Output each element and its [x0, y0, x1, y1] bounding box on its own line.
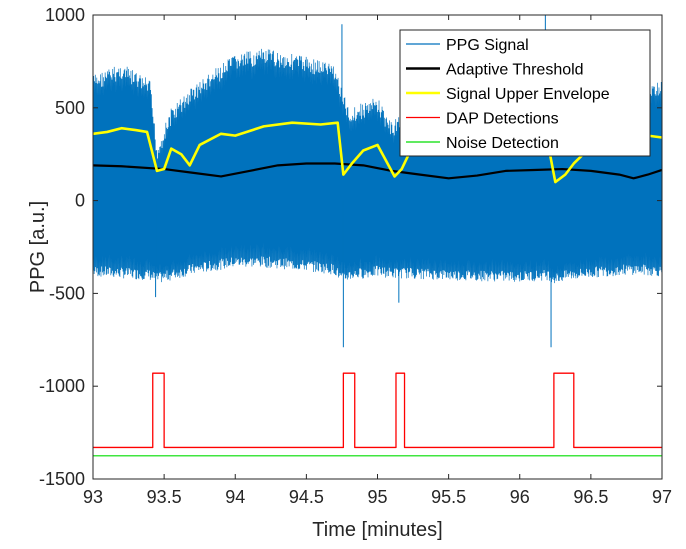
- series-upper-envelope-line: [92, 121, 663, 184]
- x-tick-label: 96.5: [573, 487, 608, 507]
- plot-area: [92, 15, 663, 457]
- legend-label: DAP Detections: [446, 111, 559, 128]
- x-tick-label: 93.5: [147, 487, 182, 507]
- x-axis-label: Time [minutes]: [312, 519, 442, 541]
- y-tick-label: 500: [55, 98, 85, 118]
- y-tick-label: 1000: [45, 5, 85, 25]
- legend-box: [399, 29, 651, 157]
- y-tick-label: -500: [49, 283, 85, 303]
- x-tick-label: 94: [225, 487, 245, 507]
- y-tick-label: 0: [75, 191, 85, 211]
- y-tick-label: -1500: [39, 469, 85, 489]
- legend-items: PPG Signal Adaptive Threshold Signal Upper…: [406, 37, 610, 152]
- x-tick-label: 95: [367, 487, 387, 507]
- x-tick-label: 97: [652, 487, 672, 507]
- series-dap-detections-line: [93, 372, 662, 449]
- legend-label: Noise Detection: [446, 135, 559, 152]
- y-axis-label: PPG [a.u.]: [27, 201, 49, 293]
- legend-label: Signal Upper Envelope: [446, 86, 610, 103]
- y-tick-label: -1000: [39, 376, 85, 396]
- x-tick-label: 96: [510, 487, 530, 507]
- legend-label: PPG Signal: [446, 37, 529, 54]
- series-adaptive-threshold-line: [92, 162, 663, 180]
- x-tick-label: 93: [83, 487, 103, 507]
- ticks-layer: 93 93.5 94 94.5 95 95.5 96 96.5 97 -1500 -1000 -500…: [39, 5, 672, 507]
- legend: PPG Signal Adaptive Threshold Signal Upper…: [399, 29, 651, 157]
- x-tick-label: 95.5: [431, 487, 466, 507]
- legend-label: Adaptive Threshold: [446, 62, 584, 79]
- x-tick-label: 94.5: [289, 487, 324, 507]
